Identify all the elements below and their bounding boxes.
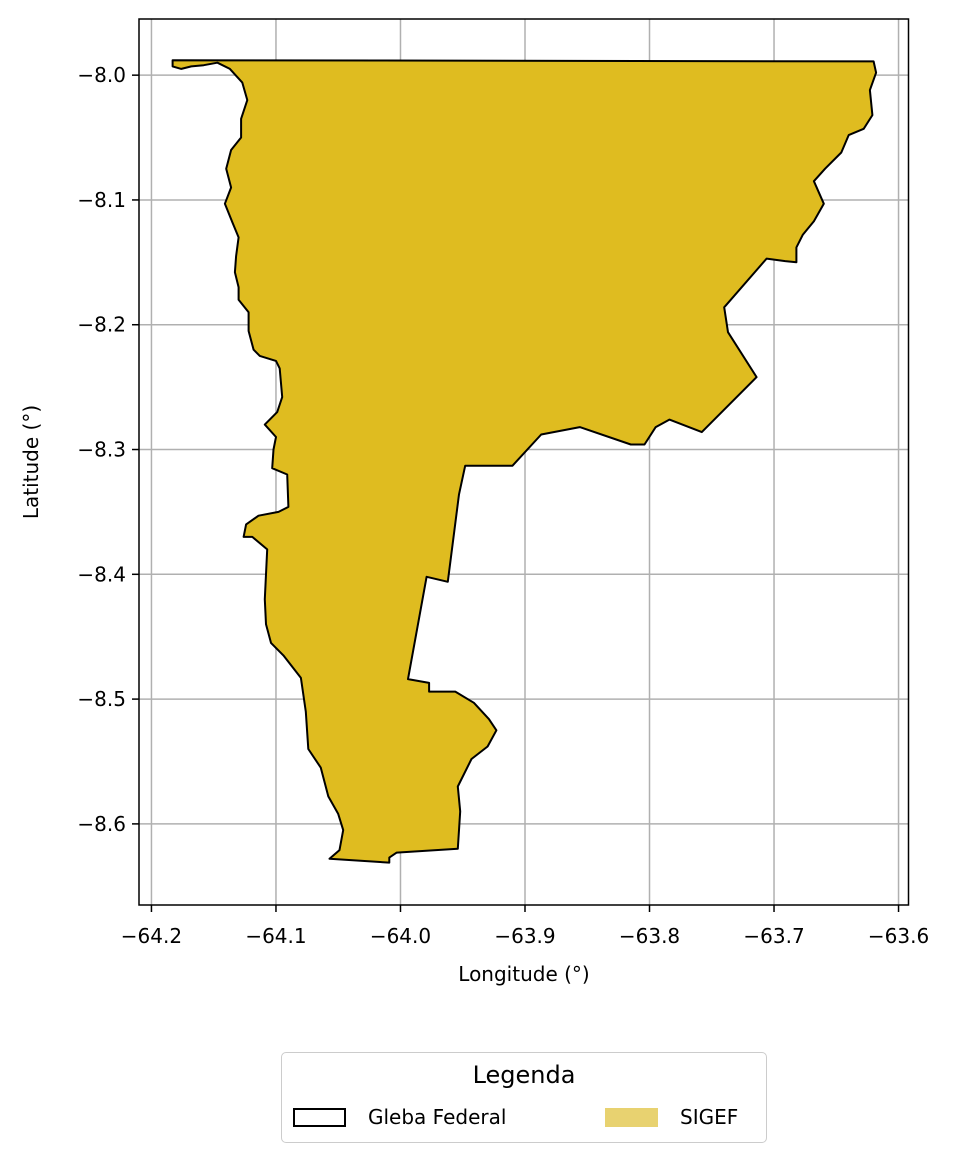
sigef-area bbox=[172, 60, 877, 863]
y-tick-label: −8.5 bbox=[77, 687, 126, 711]
y-tick-label: −8.4 bbox=[77, 562, 126, 586]
axis-ticks: −64.2 −64.1 −64.0 −63.9 −63.8 −63.7 −63.6 −8.0 −… bbox=[77, 63, 929, 948]
x-tick-label: −64.0 bbox=[370, 924, 431, 948]
x-tick-label: −64.1 bbox=[245, 924, 306, 948]
x-tick-label: −64.2 bbox=[121, 924, 182, 948]
y-axis-label: Latitude (°) bbox=[19, 405, 43, 519]
legend-item-gleba-federal: Gleba Federal bbox=[293, 1105, 506, 1129]
plot-frame bbox=[138, 18, 910, 906]
legend: Legenda Gleba Federal SIGEF bbox=[281, 1052, 767, 1143]
y-tick-label: −8.1 bbox=[77, 188, 126, 212]
y-tick-label: −8.6 bbox=[77, 812, 126, 836]
y-tick-label: −8.0 bbox=[77, 63, 126, 87]
y-tick-label: −8.2 bbox=[77, 313, 126, 337]
legend-swatch-sigef bbox=[605, 1107, 658, 1127]
legend-item-sigef: SIGEF bbox=[605, 1105, 738, 1129]
x-tick-label: −63.9 bbox=[494, 924, 555, 948]
x-tick-label: −63.8 bbox=[619, 924, 680, 948]
legend-swatch-gleba-federal bbox=[293, 1107, 346, 1127]
x-axis-label: Longitude (°) bbox=[458, 962, 589, 986]
y-tick-label: −8.3 bbox=[77, 438, 126, 462]
x-tick-label: −63.7 bbox=[743, 924, 804, 948]
legend-label-gleba-federal: Gleba Federal bbox=[368, 1105, 507, 1129]
gleba-federal-boundary bbox=[171, 59, 878, 864]
legend-title: Legenda bbox=[472, 1061, 576, 1089]
legend-label-sigef: SIGEF bbox=[680, 1105, 739, 1129]
x-tick-label: −63.6 bbox=[868, 924, 929, 948]
polygon-layer bbox=[171, 59, 878, 864]
